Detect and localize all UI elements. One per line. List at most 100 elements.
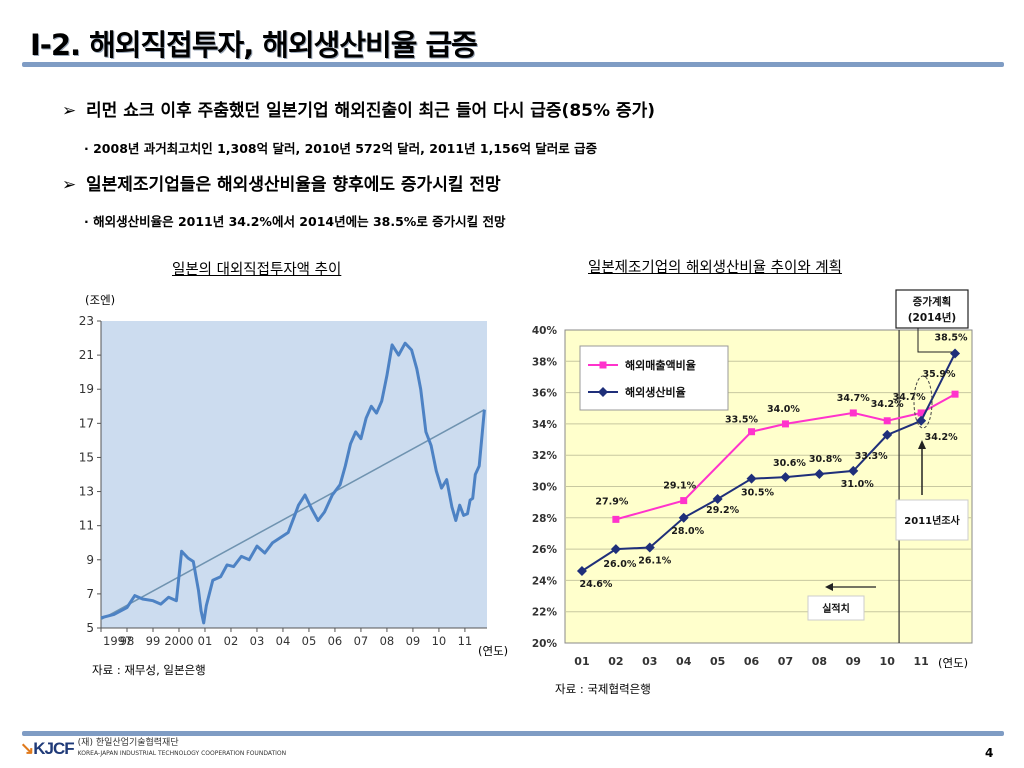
chart2-legend-label: 해외생산비율 [625,385,686,399]
chart1-source: 자료 : 재무성, 일본은행 [92,663,206,677]
chart2-y-tick-label: 32% [532,450,558,462]
chart2-actual-arrowhead [825,583,833,591]
chart2-point-sales [849,409,857,417]
chart2-data-label-sales: 27.9% [595,496,628,507]
chart2-y-tick-label: 30% [532,482,558,494]
title-divider [22,62,1004,67]
chart1-y-tick-label: 13 [79,485,94,499]
chart2-y-tick-label: 34% [532,419,558,431]
chart1-x-tick-label: 02 [224,634,239,648]
chart1-x-tick-label: 2000 [164,634,193,648]
chart2-legend-marker [599,361,607,369]
chart2-title: 일본제조기업의 해외생산비율 추이와 계획 [588,260,842,276]
bullet-1-text: 리먼 쇼크 이후 주춤했던 일본기업 해외진출이 최근 들어 다시 급증(85%… [86,101,655,121]
chart2-x-tick-label: 03 [642,655,657,668]
chart2-data-label-production: 31.0% [841,479,874,490]
chart2-survey-box-label: 2011년조사 [904,514,960,527]
chart1-x-tick-label: 11 [458,634,473,648]
chart1-x-tick-label: 99 [146,634,161,648]
chart2-point-production [882,429,893,440]
chart2-legend-box [579,345,729,411]
chart2-plan-arrow [917,328,952,353]
chart1-y-tick-label: 17 [79,416,94,430]
chart2-point-production [610,544,621,555]
chart2-data-label-production: 26.1% [638,556,671,567]
chart1-y-tick-label: 7 [86,587,94,601]
chart2-survey-box [895,499,969,541]
chart1-x-tick-label: 09 [406,634,421,648]
chart2-y-tick-label: 38% [532,356,558,368]
chart2-survey-arrowhead [918,440,926,449]
chart2-point-sales [951,390,959,398]
chart2-data-label-sales: 29.1% [663,481,696,492]
chart2-point-production [848,465,859,476]
chart2-data-label-production: 34.2% [925,432,958,443]
chart2-y-tick-label: 26% [532,544,558,556]
chart1-x-tick-label: 08 [380,634,395,648]
chart2-data-label-production: 30.6% [773,458,806,469]
chart2-point-production [746,473,757,484]
chart2-x-tick-label: 08 [812,655,827,668]
chart2-highlight-ellipse [913,375,933,429]
footer-divider [22,731,1004,736]
page-title: I-2. 해외직접투자, 해외생산비율 급증 [30,28,478,62]
chart1-y-tick-label: 23 [79,314,94,328]
chart2-point-sales [781,420,789,428]
chart2-x-tick-label: 02 [608,655,623,668]
chart2-x-tick-label: 01 [574,655,589,668]
chart1-unit-label: (조엔) [85,293,116,307]
chart2-point-production [950,348,961,359]
chart1-y-tick-label: 9 [86,553,94,567]
chart2-x-tick-label: 10 [880,655,896,668]
chart1-x-tick-label: 01 [198,634,213,648]
chart2-x-tick-label: 06 [744,655,760,668]
chart2-data-label-production: 24.6% [579,579,612,590]
chart1-y-tick-label: 15 [79,450,94,464]
chart2-data-label-production: 26.0% [603,559,636,570]
chart1-series-line [100,341,486,625]
chart2-data-label-production: 30.5% [741,488,774,499]
chart2-xunit-label: (연도) [938,656,969,670]
chart2-legend-label: 해외매출액비율 [625,358,696,372]
chart2-data-label-sales: 34.7% [893,392,926,403]
chart2-point-sales [883,417,891,425]
chart1-plot-area [101,321,487,628]
chart2-point-production [644,542,655,553]
chart1-x-tick-label: 1997 [103,634,132,648]
chart2-plan-box [895,289,969,329]
chart2-data-label-sales: 34.2% [871,399,904,410]
chart2-point-production [678,512,689,523]
chart2-y-tick-label: 36% [532,388,558,400]
chart2-plan-box-line2: (2014년) [908,311,956,324]
chart2-x-tick-label: 11 [913,655,928,668]
arrow-bullet-icon: ➢ [62,101,77,121]
chart2-point-production [576,566,587,577]
chart2-point-production [780,472,791,483]
chart2-x-tick-label: 05 [710,655,725,668]
chart2-point-production [814,468,825,479]
chart1-x-tick-label: 05 [302,634,317,648]
chart2-data-label-production: 29.2% [706,505,739,516]
chart2-y-tick-label: 28% [532,513,558,525]
chart2-data-label-sales: 35.9% [923,369,956,380]
bullet-1: ➢ 리먼 쇼크 이후 주춤했던 일본기업 해외진출이 최근 들어 다시 급증(85… [62,96,655,121]
chart2-series-line-1 [615,393,956,521]
chart2-y-tick-label: 24% [532,575,558,587]
chart2-actual-box [807,595,865,621]
chart1-xunit-label: (연도) [478,644,509,658]
chart2-y-tick-label: 22% [532,607,558,619]
bullet-2: ➢ 일본제조기업들은 해외생산비율을 향후에도 증가시킬 전망 [62,170,501,195]
chart2-point-sales [917,409,925,417]
chart2-source: 자료 : 국제협력은행 [555,682,651,696]
chart2-y-tick-label: 20% [532,638,558,650]
chart1-x-tick-label: 10 [432,634,447,648]
chart1-x-tick-label: 06 [328,634,343,648]
bullet-2-detail: · 해외생산비율은 2011년 34.2%에서 2014년에는 38.5%로 증… [84,214,506,229]
chart1-x-tick-label: 98 [120,634,135,648]
chart1-y-tick-label: 21 [79,348,94,362]
chart2-x-tick-label: 09 [846,655,861,668]
chart2-series-line-2 [581,353,956,572]
chart2-legend-marker [598,387,608,397]
chart2-data-label-production: 28.0% [671,526,704,537]
chart2-data-label-sales: 33.5% [725,415,758,426]
